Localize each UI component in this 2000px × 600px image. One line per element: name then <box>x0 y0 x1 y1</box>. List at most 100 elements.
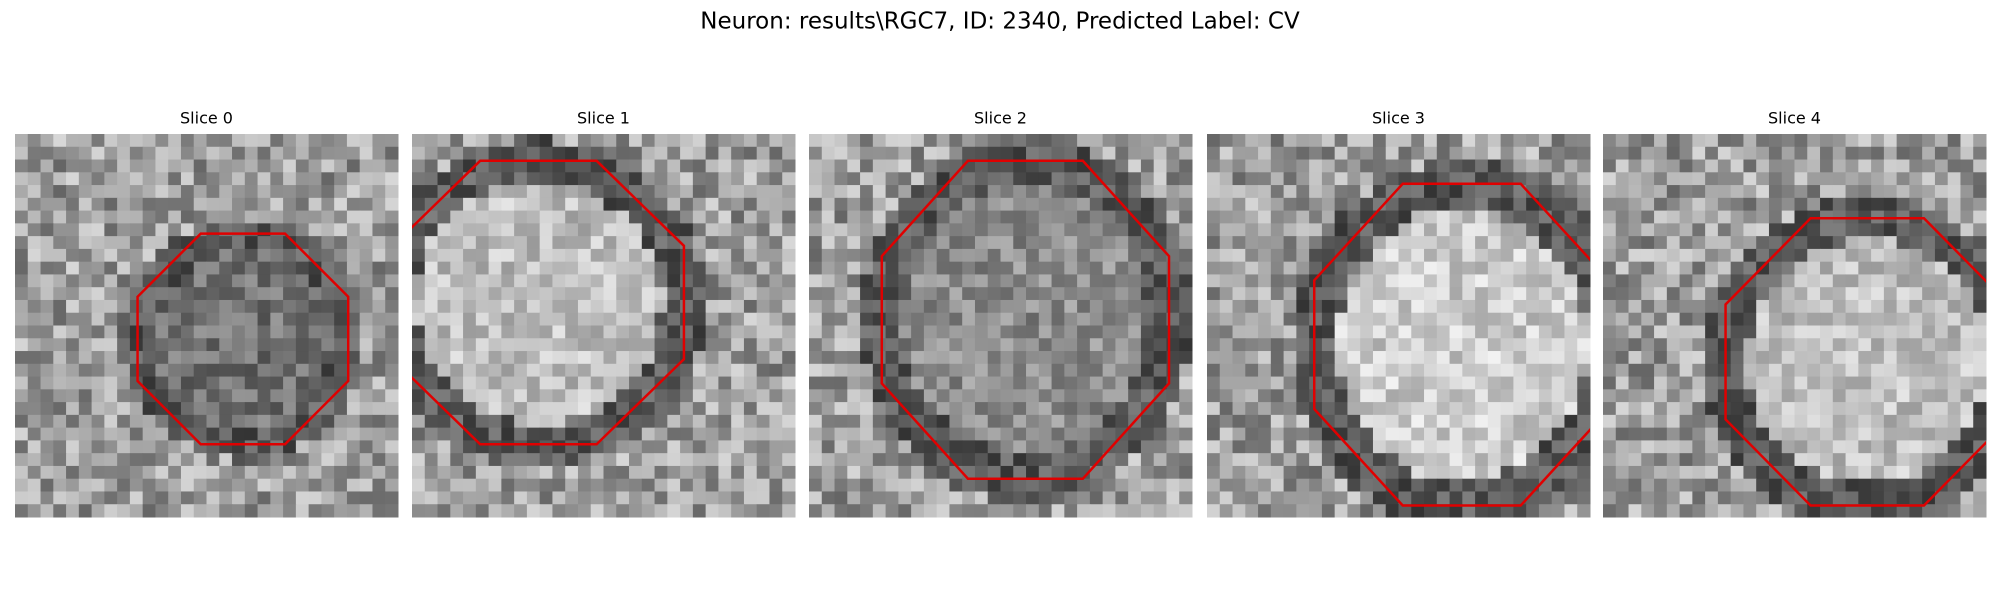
pixel <box>987 299 1001 314</box>
pixel <box>949 287 963 301</box>
pixel <box>1372 159 1387 173</box>
pixel <box>1153 210 1167 224</box>
pixel <box>463 376 477 390</box>
pixel <box>308 236 322 250</box>
pixel <box>1207 453 1221 467</box>
pixel <box>1820 287 1834 301</box>
pixel <box>1641 287 1655 301</box>
pixel <box>1730 185 1744 199</box>
pixel <box>1411 338 1425 352</box>
pixel <box>1947 312 1961 326</box>
pixel <box>488 299 502 314</box>
pixel <box>1064 351 1078 365</box>
pixel <box>142 185 156 199</box>
pixel <box>53 427 67 441</box>
pixel <box>168 491 182 505</box>
pixel <box>1845 274 1859 288</box>
pixel <box>1615 402 1630 416</box>
pixel <box>1781 172 1795 186</box>
pixel <box>1551 363 1565 378</box>
pixel <box>1398 312 1412 326</box>
pixel <box>104 172 118 186</box>
pixel <box>1115 223 1129 237</box>
pixel <box>1756 248 1770 263</box>
pixel <box>1794 376 1808 390</box>
pixel <box>1883 287 1898 301</box>
pixel <box>1858 402 1872 416</box>
pixel <box>463 274 477 288</box>
pixel <box>244 236 259 250</box>
pixel <box>1026 312 1040 326</box>
pixel <box>1666 248 1681 263</box>
pixel <box>1666 465 1681 480</box>
pixel <box>283 172 297 186</box>
pixel <box>1219 427 1234 441</box>
pixel <box>104 465 118 480</box>
pixel <box>206 338 220 352</box>
pixel <box>1424 504 1438 518</box>
pixel <box>923 134 938 148</box>
pixel <box>1526 338 1540 352</box>
pixel <box>1871 504 1885 518</box>
pixel <box>1258 338 1272 352</box>
contour <box>412 159 686 446</box>
pixel <box>1385 363 1399 378</box>
pixel <box>1781 210 1795 224</box>
pixel <box>1705 185 1719 199</box>
pixel <box>232 465 246 480</box>
contour <box>880 159 1171 480</box>
pixel <box>78 440 93 454</box>
pixel <box>1564 491 1578 505</box>
pixel <box>1730 402 1744 416</box>
pixel <box>1871 363 1885 378</box>
pixel <box>552 427 566 441</box>
pixel <box>1934 465 1949 480</box>
pixel <box>180 465 195 480</box>
pixel <box>782 261 796 275</box>
pixel <box>1781 478 1795 492</box>
pixel <box>1960 236 1974 250</box>
pixel <box>372 427 386 441</box>
pixel <box>552 172 566 186</box>
pixel <box>565 287 579 301</box>
pixel <box>1615 299 1630 314</box>
pixel <box>1296 274 1310 288</box>
pixel <box>743 427 758 441</box>
pixel <box>1641 338 1655 352</box>
pixel <box>1321 274 1336 288</box>
pixel <box>168 159 182 173</box>
pixel <box>1858 453 1872 467</box>
pixel <box>1756 414 1770 429</box>
pixel <box>1654 134 1668 148</box>
pixel <box>1000 210 1014 224</box>
pixel <box>1026 185 1040 199</box>
pixel <box>526 338 541 352</box>
pixel <box>346 351 361 365</box>
pixel <box>1360 491 1374 505</box>
pixel <box>1538 376 1553 390</box>
pixel <box>1334 389 1348 403</box>
pixel <box>1896 427 1910 441</box>
pixel <box>1115 299 1129 314</box>
pixel <box>1140 159 1155 173</box>
pixel <box>334 134 348 148</box>
pixel <box>577 146 592 161</box>
pixel <box>616 261 630 275</box>
pixel <box>1820 427 1834 441</box>
pixel <box>974 325 989 339</box>
pixel <box>193 185 207 199</box>
pixel <box>372 236 386 250</box>
pixel <box>1666 134 1681 148</box>
pixel <box>1102 248 1116 263</box>
pixel <box>1102 453 1116 467</box>
pixel <box>424 402 439 416</box>
pixel <box>168 504 182 518</box>
pixel <box>590 197 604 212</box>
pixel <box>987 248 1001 263</box>
pixel <box>616 287 630 301</box>
pixel <box>321 299 335 314</box>
pixel <box>424 491 439 505</box>
pixel <box>104 389 118 403</box>
pixel <box>1038 261 1053 275</box>
pixel <box>1717 478 1732 492</box>
